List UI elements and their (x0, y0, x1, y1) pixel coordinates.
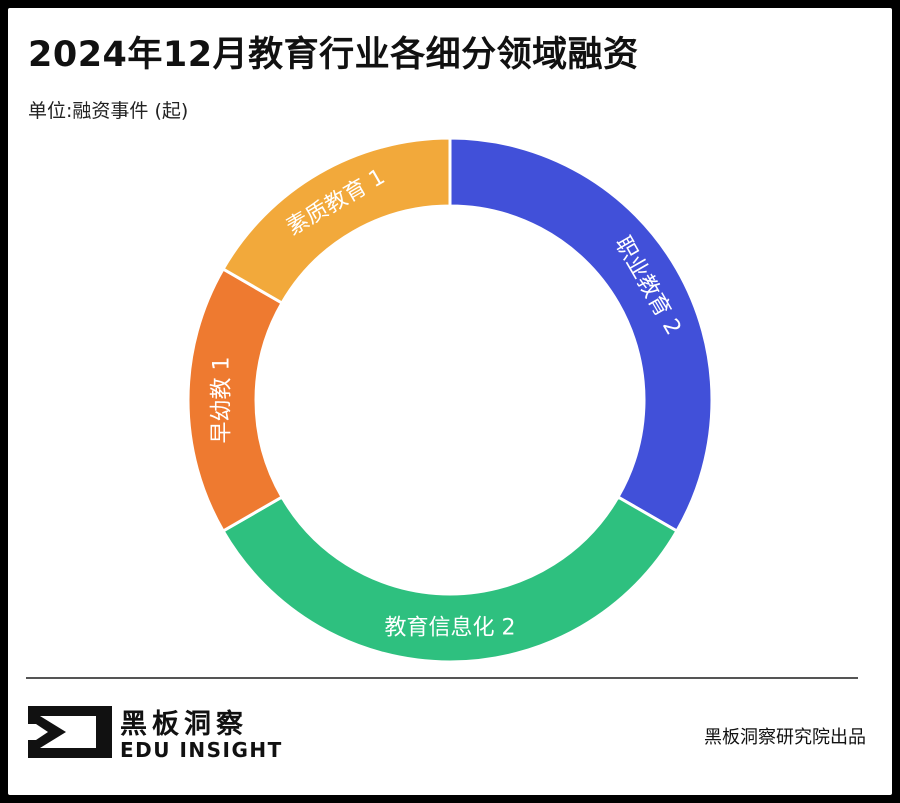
donut-slice-0 (448, 136, 714, 534)
donut-slice-1 (221, 494, 679, 664)
donut-slice-3 (221, 136, 452, 306)
donut-slice-2 (186, 266, 285, 534)
footer-divider (26, 677, 858, 679)
edu-insight-logo-icon (28, 706, 112, 758)
donut-slice-label-1: 教育信息化 2 (385, 616, 516, 641)
brand-name-cn: 黑板洞察 (120, 709, 248, 740)
donut-slice-label-2: 早幼教 1 (210, 357, 235, 444)
chart-unit-label: 单位:融资事件 (起) (28, 100, 189, 122)
source-note: 黑板洞察研究院出品 (704, 727, 866, 748)
brand-name-en: EDU INSIGHT (120, 738, 283, 762)
chart-title: 2024年12月教育行业各细分领域融资 (28, 35, 639, 75)
